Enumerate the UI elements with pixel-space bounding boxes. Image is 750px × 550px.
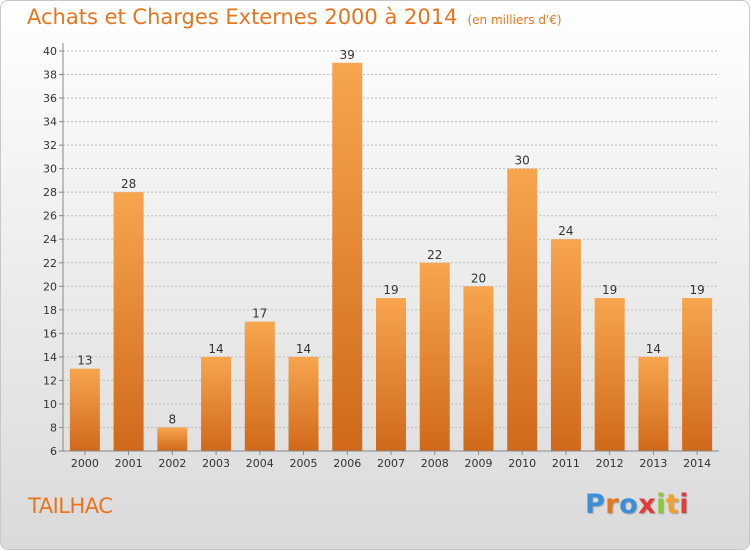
bar: [332, 62, 363, 451]
bar-value-label: 13: [77, 354, 92, 368]
logo-letter: r: [605, 489, 620, 520]
y-tick-label: 10: [43, 398, 57, 411]
bar: [69, 368, 100, 451]
x-tick-label: 2003: [202, 457, 230, 470]
bar-value-label: 19: [383, 283, 398, 297]
bar: [201, 356, 232, 451]
y-tick-label: 32: [43, 139, 57, 152]
logo-letter: i: [656, 489, 666, 520]
labels-layer: 13 2000 28 2001 8 2002 14 2003 17 2004 14 2005 39 200…: [71, 48, 711, 470]
bar: [113, 192, 144, 452]
y-tick-label: 38: [43, 69, 57, 82]
x-tick-label: 2002: [158, 457, 186, 470]
y-tick-label: 14: [43, 351, 57, 364]
y-tick-label: 24: [43, 233, 57, 246]
y-tick-label: 26: [43, 210, 57, 223]
bar: [550, 239, 581, 451]
title-line: Achats et Charges Externes 2000 à 2014 (e…: [27, 5, 562, 29]
proxiti-logo[interactable]: Proxiti: [585, 489, 689, 520]
logo-letter: t: [665, 489, 680, 520]
y-tick-label: 28: [43, 186, 57, 199]
x-tick-label: 2011: [552, 457, 580, 470]
bar: [682, 298, 713, 451]
logo-letter: P: [585, 489, 606, 520]
bar-value-label: 14: [296, 342, 311, 356]
bar: [419, 262, 450, 451]
x-tick-label: 2006: [333, 457, 361, 470]
y-tick-label: 12: [43, 374, 57, 387]
bar-value-label: 39: [340, 48, 355, 62]
x-tick-label: 2012: [596, 457, 624, 470]
bar-value-label: 24: [558, 224, 573, 238]
bar: [507, 168, 538, 451]
y-tick-label: 34: [43, 116, 57, 129]
x-tick-label: 2010: [508, 457, 536, 470]
bar: [594, 298, 625, 451]
x-tick-label: 2004: [246, 457, 274, 470]
y-tick-label: 22: [43, 257, 57, 270]
logo-letter: i: [679, 489, 690, 520]
bar-value-label: 19: [602, 283, 617, 297]
x-tick-label: 2007: [377, 457, 405, 470]
bar: [463, 286, 494, 451]
chart-title: Achats et Charges Externes 2000 à 2014: [27, 5, 458, 29]
place-name: TAILHAC: [28, 494, 113, 518]
logo-letter: o: [619, 489, 639, 520]
y-tick-label: 18: [43, 304, 57, 317]
y-tick-label: 30: [43, 163, 57, 176]
bar-value-label: 14: [646, 342, 661, 356]
y-tick-label: 40: [43, 45, 57, 58]
bar-value-label: 28: [121, 177, 136, 191]
bar-value-label: 20: [471, 271, 486, 285]
y-tick-label: 20: [43, 280, 57, 293]
y-tick-label: 8: [50, 421, 57, 434]
x-tick-label: 2013: [639, 457, 667, 470]
y-tick-label: 6: [50, 445, 57, 458]
x-tick-label: 2009: [464, 457, 492, 470]
bar: [157, 427, 188, 451]
bars-layer: [69, 62, 713, 452]
bar-value-label: 14: [208, 342, 223, 356]
x-tick-label: 2001: [115, 457, 143, 470]
bar: [638, 356, 669, 451]
bar: [376, 298, 406, 451]
x-tick-label: 2008: [421, 457, 449, 470]
x-tick-label: 2005: [290, 457, 318, 470]
axis-layer: 6 8 10 12 14 16 18 20 22 24 26 28 30 32 34 36 38 40: [43, 43, 719, 458]
bar-value-label: 8: [169, 412, 177, 426]
bar-value-label: 30: [515, 154, 530, 168]
bar-value-label: 17: [252, 307, 267, 321]
bar: [288, 356, 319, 451]
logo-letter: x: [638, 489, 657, 520]
bar-value-label: 22: [427, 248, 442, 262]
x-tick-label: 2014: [683, 457, 711, 470]
y-tick-label: 36: [43, 92, 57, 105]
x-tick-label: 2000: [71, 457, 99, 470]
bar-value-label: 19: [689, 283, 704, 297]
bar: [244, 321, 275, 451]
chart-subtitle: (en milliers d'€): [467, 13, 562, 27]
y-tick-label: 16: [43, 327, 57, 340]
